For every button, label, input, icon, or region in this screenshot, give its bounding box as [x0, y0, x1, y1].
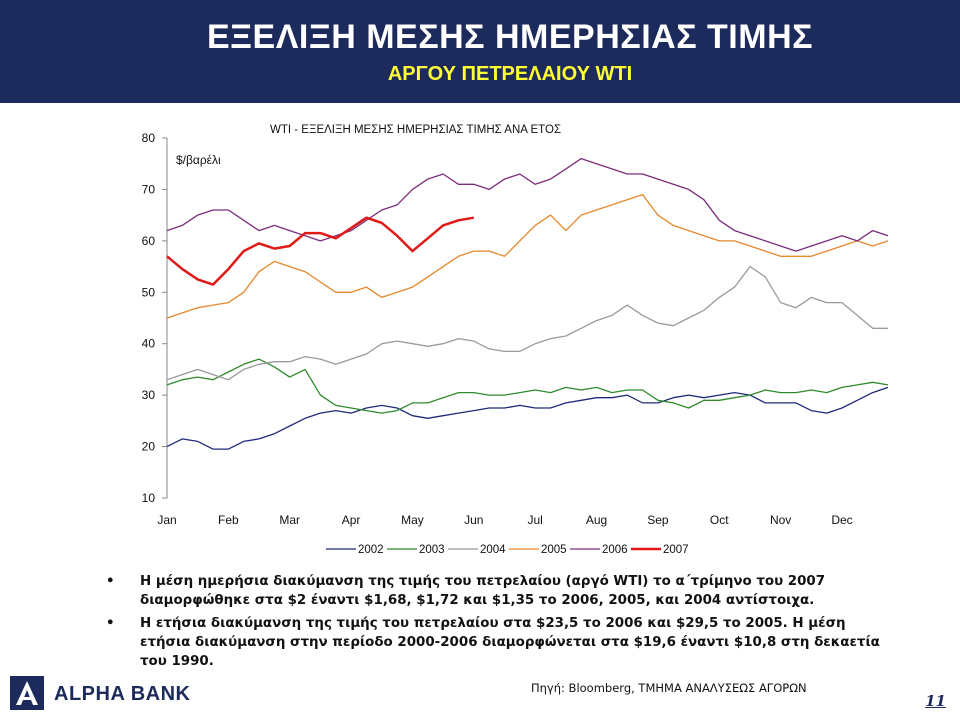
legend-label-2007: 2007: [663, 544, 689, 556]
y-tick-label: 80: [142, 131, 156, 145]
bullet-list: • Η μέση ημερήσια διακύμανση της τιμής τ…: [100, 572, 900, 675]
x-tick-label: Dec: [831, 513, 852, 527]
source-note: Πηγή: Bloomberg, ΤΜΗΜΑ ΑΝΑΛΥΣΕΩΣ ΑΓΟΡΩΝ: [531, 681, 807, 695]
page-number: 11: [925, 692, 946, 710]
series-line-2002: [166, 386, 889, 450]
y-tick-label: 30: [142, 388, 156, 402]
legend-label-2003: 2003: [419, 544, 445, 556]
slide-title: ΕΞΕΛΙΞΗ ΜΕΣΗΣ ΗΜΕΡΗΣΙΑΣ ΤΙΜΗΣ: [206, 18, 814, 56]
x-tick-label: May: [401, 513, 424, 527]
alpha-bank-logo: ALPHA BANK: [8, 674, 218, 714]
bullet-text: Η ετήσια διακύμανση της τιμής του πετρελ…: [140, 616, 880, 669]
legend-label-2002: 2002: [358, 544, 384, 556]
bullet-dot: •: [106, 616, 115, 631]
bullet-dot: •: [106, 574, 115, 589]
x-tick-label: Mar: [279, 513, 300, 527]
series-line-2005: [166, 193, 889, 319]
header-banner: ΕΞΕΛΙΞΗ ΜΕΣΗΣ ΗΜΕΡΗΣΙΑΣ ΤΙΜΗΣ ΑΡΓΟΥ ΠΕΤΡ…: [0, 0, 960, 103]
bullet-item: • Η ετήσια διακύμανση της τιμής του πετρ…: [100, 614, 900, 671]
series-line-2003: [166, 358, 889, 414]
y-tick-label: 50: [142, 285, 156, 299]
series-line-2007: [166, 216, 475, 286]
legend-label-2005: 2005: [541, 544, 567, 556]
slide-subtitle: ΑΡΓΟΥ ΠΕΤΡΕΛΑΙΟΥ WTI: [387, 63, 633, 85]
series-line-2006: [166, 157, 889, 252]
alpha-bank-emblem-icon: [10, 676, 44, 710]
x-tick-label: Apr: [342, 513, 361, 527]
x-tick-label: Jul: [528, 513, 543, 527]
y-axis-unit-label: $/βαρέλι: [176, 153, 221, 167]
y-tick-label: 40: [142, 337, 156, 351]
brand-name: ALPHA BANK: [54, 683, 191, 705]
x-tick-label: Sep: [647, 513, 669, 527]
chart-title: WTI - ΕΞΕΛΙΞΗ ΜΕΣΗΣ ΗΜΕΡΗΣΙΑΣ ΤΙΜΗΣ ΑΝΑ …: [270, 124, 561, 136]
x-tick-label: Jun: [464, 513, 483, 527]
bullet-item: • Η μέση ημερήσια διακύμανση της τιμής τ…: [100, 572, 900, 610]
legend-label-2006: 2006: [602, 544, 628, 556]
y-tick-label: 10: [142, 491, 156, 505]
x-tick-label: Aug: [586, 513, 607, 527]
y-tick-label: 60: [142, 234, 156, 248]
x-tick-label: Jan: [157, 513, 176, 527]
bullet-text: Η μέση ημερήσια διακύμανση της τιμής του…: [140, 574, 826, 608]
y-tick-label: 20: [142, 440, 156, 454]
y-tick-label: 70: [142, 182, 156, 196]
series-line-2004: [166, 265, 888, 381]
x-tick-label: Oct: [710, 513, 729, 527]
x-tick-label: Feb: [218, 513, 239, 527]
legend-label-2004: 2004: [480, 544, 506, 556]
x-tick-label: Nov: [770, 513, 791, 527]
